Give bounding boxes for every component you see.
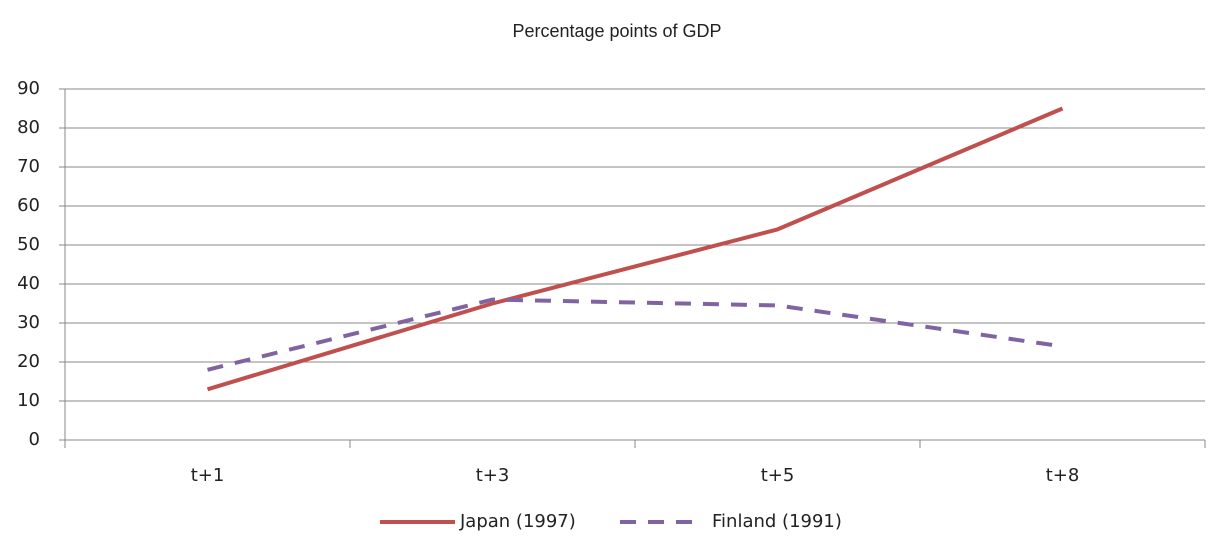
x-tick-label: t+3 xyxy=(476,465,510,486)
y-tick-label: 70 xyxy=(17,156,40,177)
legend-label: Japan (1997) xyxy=(459,511,576,532)
y-tick-label: 20 xyxy=(17,351,40,372)
chart-title: Percentage points of GDP xyxy=(512,21,721,41)
x-tick-label: t+8 xyxy=(1046,465,1080,486)
series-line xyxy=(207,297,1063,372)
y-tick-label: 0 xyxy=(29,429,40,450)
y-tick-label: 30 xyxy=(17,312,40,333)
y-tick-label: 90 xyxy=(17,78,40,99)
y-tick-label: 50 xyxy=(17,234,40,255)
y-tick-label: 10 xyxy=(17,390,40,411)
y-tick-label: 60 xyxy=(17,195,40,216)
y-tick-label: 80 xyxy=(17,117,40,138)
series-line xyxy=(206,106,1064,392)
x-tick-label: t+1 xyxy=(191,465,225,486)
legend-label: Finland (1991) xyxy=(712,511,842,532)
x-tick-label: t+5 xyxy=(761,465,795,486)
y-tick-label: 40 xyxy=(17,273,40,294)
